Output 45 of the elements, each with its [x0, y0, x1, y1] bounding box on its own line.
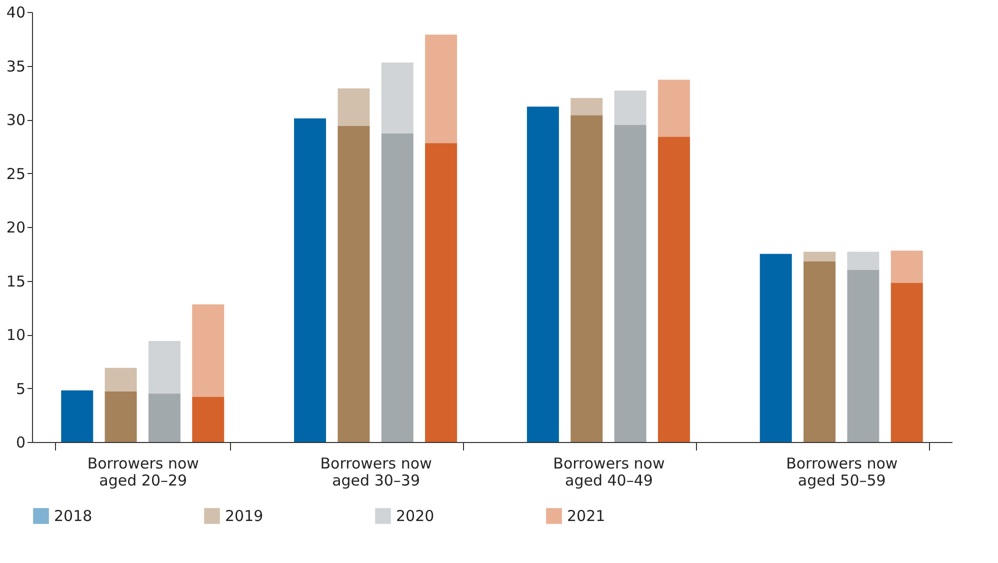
bar	[804, 252, 836, 262]
bar	[148, 394, 180, 442]
y-tick-label: 35	[6, 57, 26, 76]
y-tick-label: 30	[6, 111, 26, 129]
bar	[890, 250, 923, 283]
bar	[658, 80, 690, 137]
bar	[104, 368, 137, 392]
bar	[192, 396, 224, 442]
y-tick-label: 40	[6, 4, 26, 22]
y-tick-label: 10	[6, 326, 26, 344]
bar	[614, 90, 646, 125]
bar	[614, 124, 646, 442]
bar	[338, 88, 370, 126]
bar	[526, 106, 559, 442]
bar	[381, 62, 414, 134]
y-tick-label: 15	[6, 272, 26, 290]
bar	[570, 98, 603, 116]
x-tick-label: Borrowers now aged 50–59	[786, 454, 898, 490]
bar	[148, 340, 180, 394]
y-tick-label: 20	[6, 218, 26, 236]
y-tick-label: 0	[16, 434, 26, 452]
legend-label: 2018	[54, 507, 92, 525]
bar	[104, 391, 137, 442]
bar	[847, 252, 880, 270]
bar	[890, 282, 923, 442]
bar	[61, 390, 94, 442]
y-tick-label: 25	[6, 164, 26, 183]
legend-label: 2019	[225, 507, 264, 525]
bar	[294, 118, 326, 442]
bar	[425, 143, 458, 442]
x-tick-label: Borrowers now aged 40–49	[553, 454, 665, 490]
x-tick-label: Borrowers now aged 30–39	[320, 454, 432, 490]
bar	[760, 254, 792, 442]
bar	[192, 304, 224, 397]
x-tick-label: Borrowers now aged 20–29	[87, 454, 199, 490]
bar	[804, 261, 836, 442]
bar	[381, 133, 414, 442]
bar	[338, 126, 370, 442]
bar	[570, 115, 603, 442]
bar	[658, 136, 690, 442]
legend-label: 2021	[567, 507, 606, 525]
bar	[425, 34, 458, 144]
bar	[847, 270, 880, 442]
legend-label: 2020	[396, 507, 434, 525]
y-tick-label: 5	[16, 380, 26, 398]
